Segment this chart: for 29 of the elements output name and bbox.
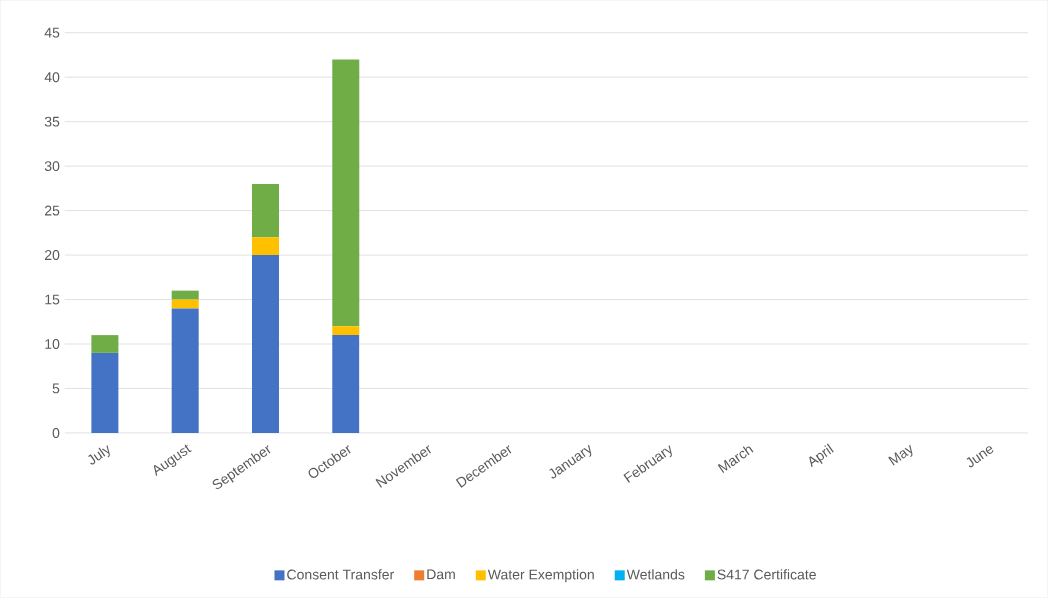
bar xyxy=(171,290,199,300)
x-tick-label: May xyxy=(888,444,913,466)
bar xyxy=(251,255,279,434)
y-tick-label: 20 xyxy=(45,250,60,261)
bar xyxy=(251,237,279,256)
y-tick-label: 40 xyxy=(44,72,60,83)
x-tick-label: June xyxy=(966,446,994,468)
bar xyxy=(251,184,279,238)
x-tick-label: July xyxy=(88,445,110,465)
y-tick-label: 35 xyxy=(44,116,60,127)
legend-label: S417 Certificate xyxy=(717,569,816,580)
y-tick-label: 10 xyxy=(45,339,60,350)
legend-label: Dam xyxy=(427,569,455,580)
legend-label: Wetlands xyxy=(626,569,685,580)
legend-label: Consent Transfer xyxy=(287,569,394,580)
y-tick-label: 30 xyxy=(44,161,60,172)
legend-label: Water Exemption xyxy=(487,569,594,583)
y-tick-label: 45 xyxy=(44,27,60,38)
y-tick-label: 5 xyxy=(52,383,60,394)
bar xyxy=(332,59,360,327)
bar xyxy=(332,326,360,336)
bar xyxy=(171,299,199,309)
bar xyxy=(171,308,199,434)
bar xyxy=(332,335,360,434)
y-tick-label: 25 xyxy=(45,205,60,216)
bar xyxy=(91,353,119,434)
bar xyxy=(91,335,119,354)
y-tick-label: 0 xyxy=(52,428,60,439)
y-tick-label: 15 xyxy=(45,294,60,305)
